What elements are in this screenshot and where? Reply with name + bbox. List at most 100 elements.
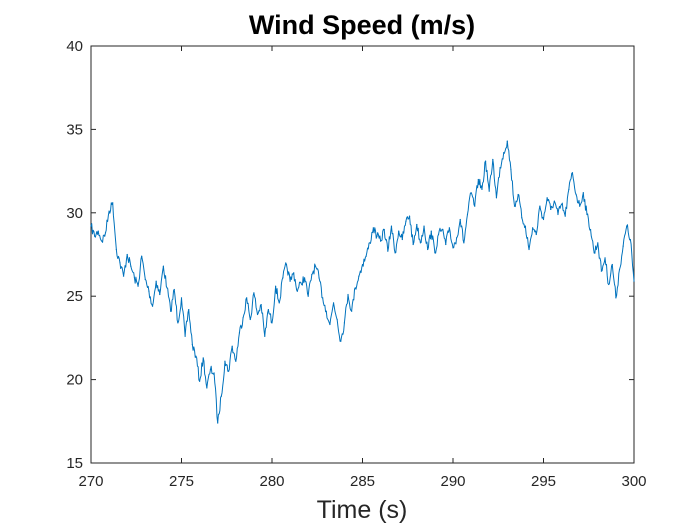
data-point [466,213,469,216]
data-point [166,287,168,289]
data-point [499,167,501,169]
data-point [119,262,121,264]
data-point [256,313,259,316]
data-point [600,270,603,272]
data-point [575,193,577,196]
tick-labels: 270 275 280 285 290 295 300 15 20 25 30 35 40 [66,38,646,490]
y-tick-label: 40 [66,38,83,55]
data-point [423,225,425,227]
data-point [622,245,624,247]
data-point [470,192,472,194]
data-point [582,192,584,194]
data-point [528,248,530,251]
data-point [629,238,631,241]
data-point [365,255,367,257]
data-point [380,240,382,242]
x-axis-label: Time (s) [317,496,408,524]
data-point [155,280,157,282]
data-point [474,205,476,207]
data-point [568,188,570,191]
data-point [459,218,461,221]
data-point [524,225,527,227]
x-tick-label: 285 [350,473,375,490]
x-tick-label: 280 [259,473,284,490]
data-point [597,242,599,244]
data-point [343,322,345,324]
data-point [199,380,201,382]
data-point [495,197,498,199]
data-point [90,225,92,227]
data-point [325,310,327,312]
y-tick-label: 15 [66,455,83,472]
data-point [227,370,230,372]
data-point [170,310,172,312]
data-point [246,297,248,299]
data-point [115,248,117,251]
data-point [412,243,414,246]
data-point [376,235,378,237]
data-point [159,293,161,296]
data-point [561,203,563,206]
data-point [130,265,132,267]
data-point [383,228,385,231]
data-point [206,387,208,389]
data-point [517,193,519,196]
data-point [133,277,136,279]
data-point [144,278,146,281]
data-point [513,205,516,207]
data-point [340,340,342,342]
data-point [593,252,595,254]
data-point [434,252,436,254]
y-tick-label: 30 [66,205,83,222]
data-point [285,263,288,266]
data-point [557,213,559,216]
data-point [503,152,505,154]
data-point [97,230,99,232]
data-point [260,303,262,306]
data-point [553,200,555,202]
x-tick-label: 275 [169,473,194,490]
data-point [437,233,440,236]
data-point [329,323,331,326]
data-point [452,247,454,249]
data-point [213,372,215,374]
axis-ticks [90,45,635,464]
y-tick-label: 35 [66,121,83,138]
data-point [293,272,295,274]
data-point [202,357,204,359]
data-point [224,360,226,362]
data-point [419,242,422,244]
data-point [463,242,465,244]
data-point [332,302,335,304]
data-point [532,227,534,229]
data-points [90,140,635,424]
data-point [264,335,266,337]
data-point [546,197,548,199]
data-point [282,277,284,279]
data-point [427,248,429,251]
data-point [108,210,110,212]
data-point [318,277,320,279]
data-point [626,225,628,227]
data-point [347,293,349,296]
y-tick-label: 20 [66,372,83,389]
x-tick-label: 295 [531,473,556,490]
data-point [589,228,592,231]
data-point [571,172,574,174]
x-tick-label: 290 [440,473,465,490]
data-point [314,265,317,267]
data-point [235,360,237,362]
data-point [633,280,635,282]
data-point [180,297,183,299]
data-point [564,215,566,217]
data-point [615,297,617,299]
data-point [506,140,508,142]
chart-title: Wind Speed (m/s) [249,10,475,40]
data-point [358,275,360,277]
data-point [354,287,356,289]
data-point [195,355,197,357]
data-point [275,285,277,287]
data-point [322,297,324,299]
data-point [521,217,523,219]
